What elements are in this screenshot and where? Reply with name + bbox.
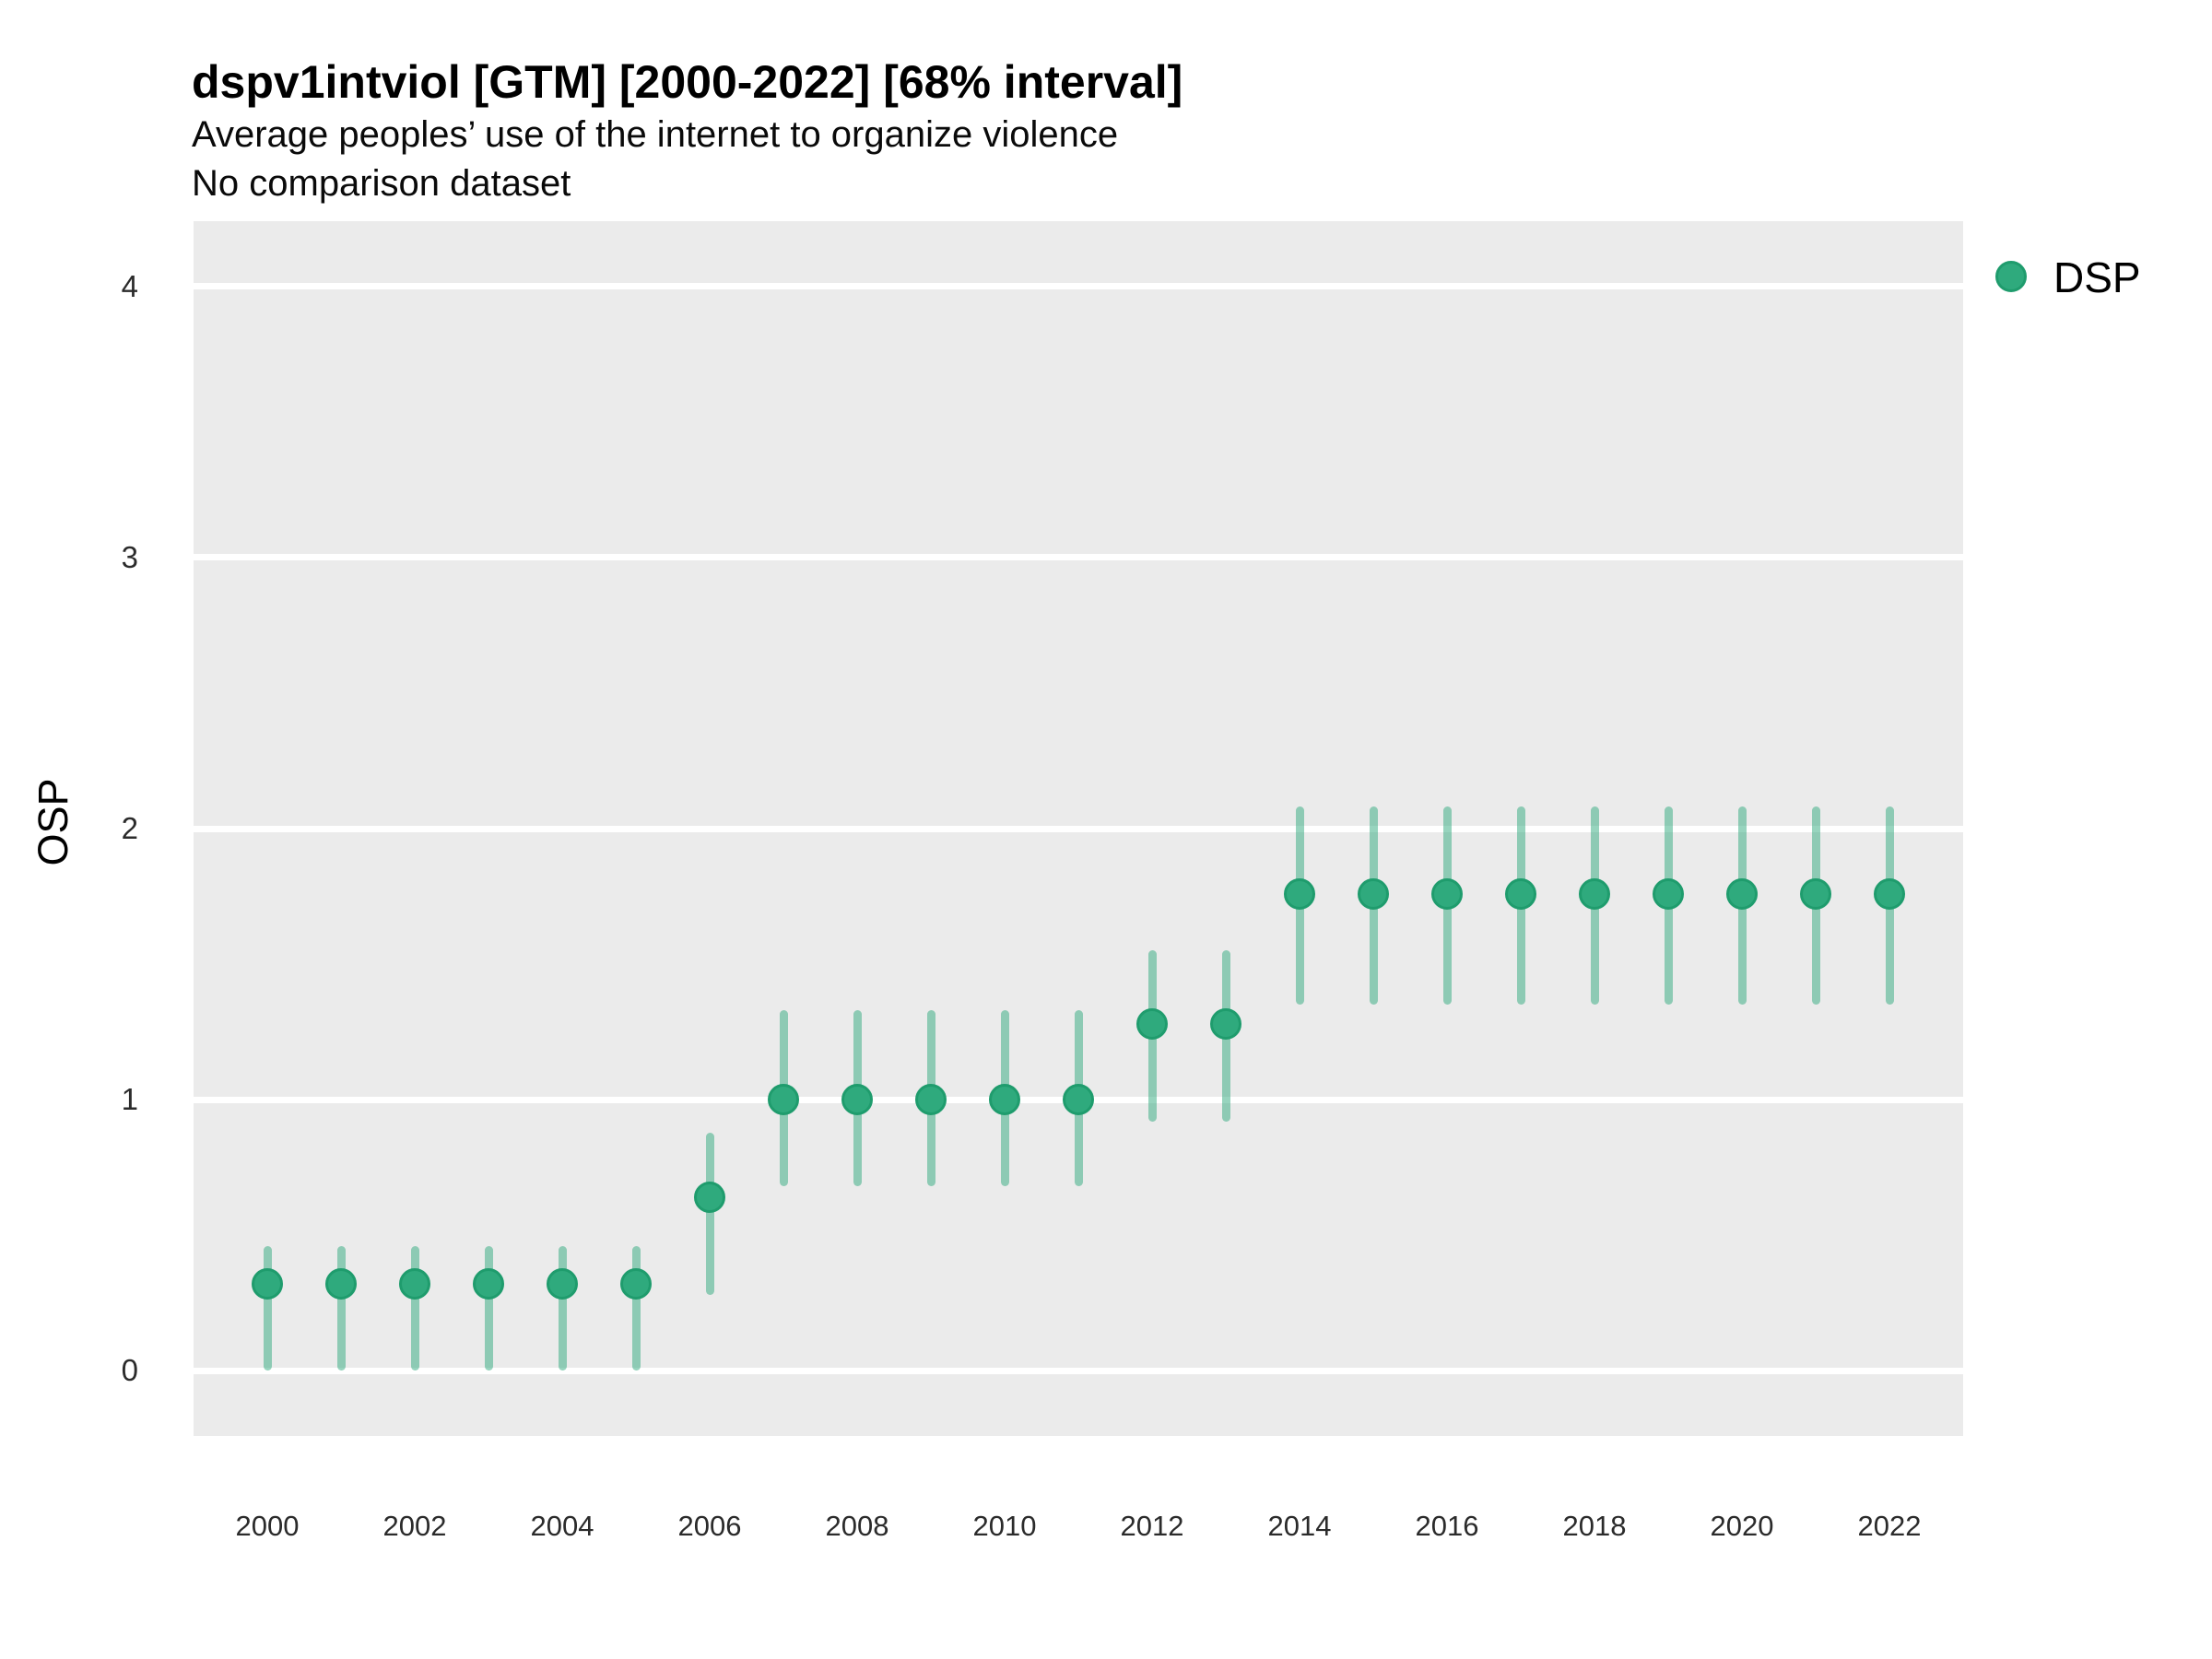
data-point-2020 — [1726, 877, 1758, 910]
x-tick-label: 2008 — [825, 1510, 889, 1542]
error-bar-2005 — [631, 1246, 641, 1371]
y-tick-label: 4 — [121, 268, 138, 303]
error-bar-2006 — [705, 1132, 714, 1296]
x-tick-label: 2016 — [1415, 1510, 1479, 1542]
y-tick-label: 3 — [121, 539, 138, 574]
data-point-2019 — [1653, 877, 1684, 910]
y-tick-label: 1 — [121, 1082, 138, 1117]
data-point-2008 — [841, 1084, 873, 1116]
gridline — [194, 554, 1963, 561]
x-tick-label: 2022 — [1857, 1510, 1922, 1542]
x-tick-label: 2012 — [1120, 1510, 1184, 1542]
chart-subtitle: Average peoples’ use of the internet to … — [192, 114, 1119, 155]
x-tick-label: 2006 — [677, 1510, 742, 1542]
data-point-2018 — [1579, 877, 1610, 910]
data-point-2021 — [1800, 877, 1831, 910]
error-bar-2003 — [484, 1246, 493, 1371]
data-point-2009 — [915, 1084, 947, 1116]
data-point-2003 — [473, 1268, 504, 1300]
error-bar-2002 — [410, 1246, 419, 1371]
data-point-2016 — [1431, 877, 1463, 910]
data-point-2013 — [1210, 1007, 1241, 1040]
x-tick-label: 2014 — [1267, 1510, 1332, 1542]
gridline — [194, 1367, 1963, 1374]
gridline — [194, 283, 1963, 290]
data-point-2010 — [989, 1084, 1020, 1116]
data-point-2017 — [1505, 877, 1536, 910]
x-tick-label: 2002 — [382, 1510, 447, 1542]
legend: DSP — [1980, 245, 2201, 308]
data-point-2006 — [694, 1182, 725, 1214]
x-tick-label: 2004 — [530, 1510, 594, 1542]
legend-point-icon — [1995, 261, 2027, 292]
data-point-2012 — [1136, 1007, 1168, 1040]
data-point-2002 — [399, 1268, 430, 1300]
data-point-2004 — [547, 1268, 578, 1300]
chart-note: No comparison dataset — [192, 163, 571, 204]
x-tick-label: 2000 — [235, 1510, 300, 1542]
gridline — [194, 825, 1963, 832]
y-tick-label: 2 — [121, 811, 138, 845]
data-point-2001 — [325, 1268, 357, 1300]
plot-area — [194, 221, 1963, 1436]
error-bar-2000 — [263, 1246, 272, 1371]
error-bar-2001 — [336, 1246, 346, 1371]
data-point-2022 — [1874, 877, 1905, 910]
data-point-2011 — [1063, 1084, 1094, 1116]
data-point-2014 — [1284, 877, 1315, 910]
data-point-2005 — [620, 1268, 652, 1300]
data-point-2007 — [768, 1084, 799, 1116]
error-bar-2004 — [558, 1246, 567, 1371]
chart-title: dspv1intviol [GTM] [2000-2022] [68% inte… — [192, 56, 1183, 108]
x-tick-label: 2010 — [972, 1510, 1037, 1542]
legend-label: DSP — [2053, 253, 2141, 301]
y-tick-label: 0 — [121, 1353, 138, 1388]
data-point-2000 — [252, 1268, 283, 1300]
x-tick-label: 2020 — [1710, 1510, 1774, 1542]
data-point-2015 — [1358, 877, 1389, 910]
x-tick-label: 2018 — [1562, 1510, 1627, 1542]
